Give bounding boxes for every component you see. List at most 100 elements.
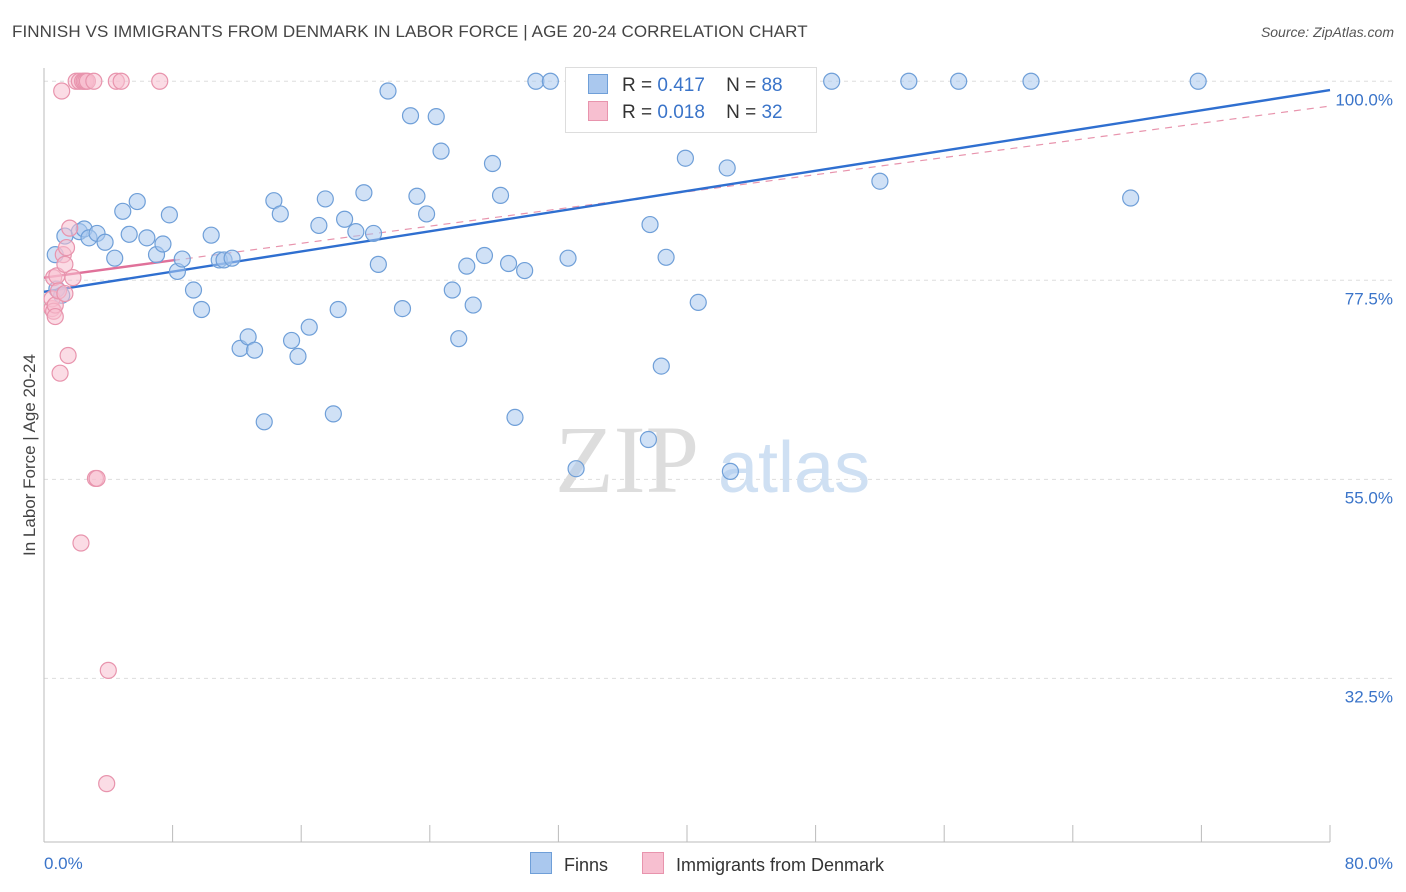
finns-point <box>393 300 412 318</box>
finns-point <box>900 72 918 90</box>
finns-point <box>823 72 841 90</box>
finns-point <box>567 460 585 478</box>
denmark-trend-extension <box>43 105 1331 279</box>
finns-point <box>282 331 301 350</box>
watermark: ZIP atlas <box>555 406 870 513</box>
legend-row-finns: R = 0.417 N = 88 <box>588 74 783 100</box>
denmark-point <box>64 269 82 287</box>
n-label: N = <box>726 75 757 96</box>
finns-trend-line <box>43 88 1331 293</box>
y-tick-label: 77.5% <box>1345 289 1393 308</box>
finns-point <box>527 72 545 90</box>
finns-point <box>464 296 482 314</box>
finns-point <box>173 250 191 268</box>
y-tick-label: 55.0% <box>1345 488 1393 507</box>
legend-item-denmark[interactable]: Immigrants from Denmark <box>642 852 884 876</box>
finns-point <box>950 72 968 90</box>
finns-point <box>255 413 273 431</box>
denmark-point <box>99 661 117 679</box>
finns-point <box>324 405 342 423</box>
finns-point <box>871 172 889 190</box>
finns-point <box>96 233 114 251</box>
x-tick-label-max: 80.0% <box>1345 854 1393 873</box>
finns-point <box>160 206 178 224</box>
denmark-swatch-icon <box>588 101 608 121</box>
finns-point <box>1189 72 1207 90</box>
finns-point <box>450 330 468 348</box>
x-tick-label-min: 0.0% <box>44 854 83 873</box>
finns-point <box>639 430 658 449</box>
finns-point <box>491 186 510 204</box>
finns-point <box>202 226 220 244</box>
correlation-legend: R = 0.417 N = 88 R = 0.018 N = 32 <box>565 67 817 133</box>
denmark-point <box>112 72 130 90</box>
denmark-point <box>51 364 69 382</box>
finns-point <box>657 248 675 266</box>
finns-point <box>1022 72 1040 90</box>
finns-point <box>355 184 373 202</box>
finns-point <box>120 225 138 243</box>
finns-point <box>475 246 494 265</box>
denmark-legend-swatch-icon <box>642 852 664 874</box>
finns-point <box>329 300 347 319</box>
finns-point <box>689 293 707 312</box>
watermark-atlas: atlas <box>718 428 870 508</box>
denmark-point <box>56 284 74 303</box>
finns-point <box>1122 189 1140 207</box>
finns-point <box>245 341 264 359</box>
finns-point <box>443 281 461 299</box>
finns-point <box>417 205 436 223</box>
finns-point <box>516 261 534 280</box>
finns-swatch-icon <box>588 74 608 94</box>
finns-point <box>427 108 445 126</box>
finns-point <box>138 229 156 247</box>
denmark-n-value: 32 <box>761 102 783 123</box>
denmark-point <box>53 82 71 100</box>
finns-point <box>271 205 289 223</box>
finns-point <box>401 107 420 125</box>
finns-point <box>721 462 740 480</box>
finns-point <box>223 249 241 267</box>
legend-denmark-label: Immigrants from Denmark <box>676 855 885 875</box>
denmark-point <box>72 534 90 552</box>
denmark-point <box>85 72 103 90</box>
source-label: Source: ZipAtlas.com <box>1260 24 1394 40</box>
legend-item-finns[interactable]: Finns <box>530 852 608 876</box>
finns-point <box>559 249 577 267</box>
finns-point <box>408 187 426 205</box>
denmark-r-value: 0.018 <box>657 102 705 123</box>
r-label: R = <box>622 102 653 123</box>
finns-point <box>114 202 132 220</box>
axes <box>43 68 1331 843</box>
finns-r-value: 0.417 <box>657 75 705 96</box>
y-tick-label: 100.0% <box>1335 90 1393 109</box>
finns-point <box>316 190 334 208</box>
chart-title: FINNISH VS IMMIGRANTS FROM DENMARK IN LA… <box>12 22 808 41</box>
finns-point <box>347 223 365 241</box>
finns-point <box>128 192 146 211</box>
watermark-zip: ZIP <box>555 406 699 513</box>
y-tick-label: 32.5% <box>1345 687 1393 706</box>
finns-point <box>718 159 736 177</box>
denmark-point <box>61 219 79 237</box>
n-label: N = <box>726 102 757 123</box>
denmark-point <box>88 469 106 488</box>
y-axis-title: In Labor Force | Age 20-24 <box>20 354 39 556</box>
finns-legend-swatch-icon <box>530 852 552 874</box>
finns-point <box>369 255 387 273</box>
denmark-points <box>43 72 169 793</box>
finns-point <box>192 300 211 319</box>
finns-point <box>676 149 694 167</box>
finns-point <box>184 281 203 299</box>
series-legend: Finns Immigrants from Denmark <box>0 852 1406 878</box>
gridlines <box>44 80 1392 679</box>
finns-point <box>432 142 450 160</box>
denmark-point <box>56 255 74 273</box>
finns-point <box>458 257 476 275</box>
r-label: R = <box>622 75 653 96</box>
finns-point <box>154 235 172 253</box>
denmark-point <box>46 307 64 326</box>
finns-point <box>652 357 670 375</box>
finns-point <box>336 210 354 228</box>
